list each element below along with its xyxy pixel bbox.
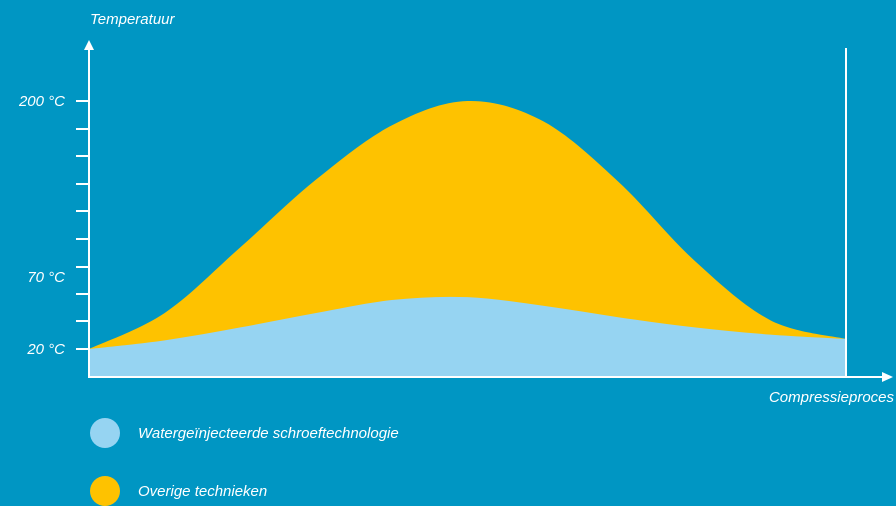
x-axis-title: Compressieproces xyxy=(769,389,895,406)
legend-swatch-other xyxy=(90,476,120,506)
y-tick-label-20: 20 °C xyxy=(26,341,65,358)
area-watergeinjecteerd xyxy=(89,296,846,377)
legend-item-other: Overige technieken xyxy=(90,476,267,506)
y-tick-label-200: 200 °C xyxy=(18,93,65,110)
legend-item-water: Watergeïnjecteerde schroeftechnologie xyxy=(90,418,399,448)
chart-areas xyxy=(89,100,846,377)
y-tick-label-70: 70 °C xyxy=(27,269,65,286)
y-axis-ticks xyxy=(76,100,89,350)
x-axis-arrow-icon xyxy=(882,372,893,382)
y-axis-arrow-icon xyxy=(84,40,94,50)
legend-label-other: Overige technieken xyxy=(138,482,268,500)
legend-label-water: Watergeïnjecteerde schroeftechnologie xyxy=(138,424,399,442)
legend-swatch-water xyxy=(90,418,120,448)
y-axis-title: Temperatuur xyxy=(90,11,175,28)
area-overige-technieken xyxy=(89,100,846,377)
